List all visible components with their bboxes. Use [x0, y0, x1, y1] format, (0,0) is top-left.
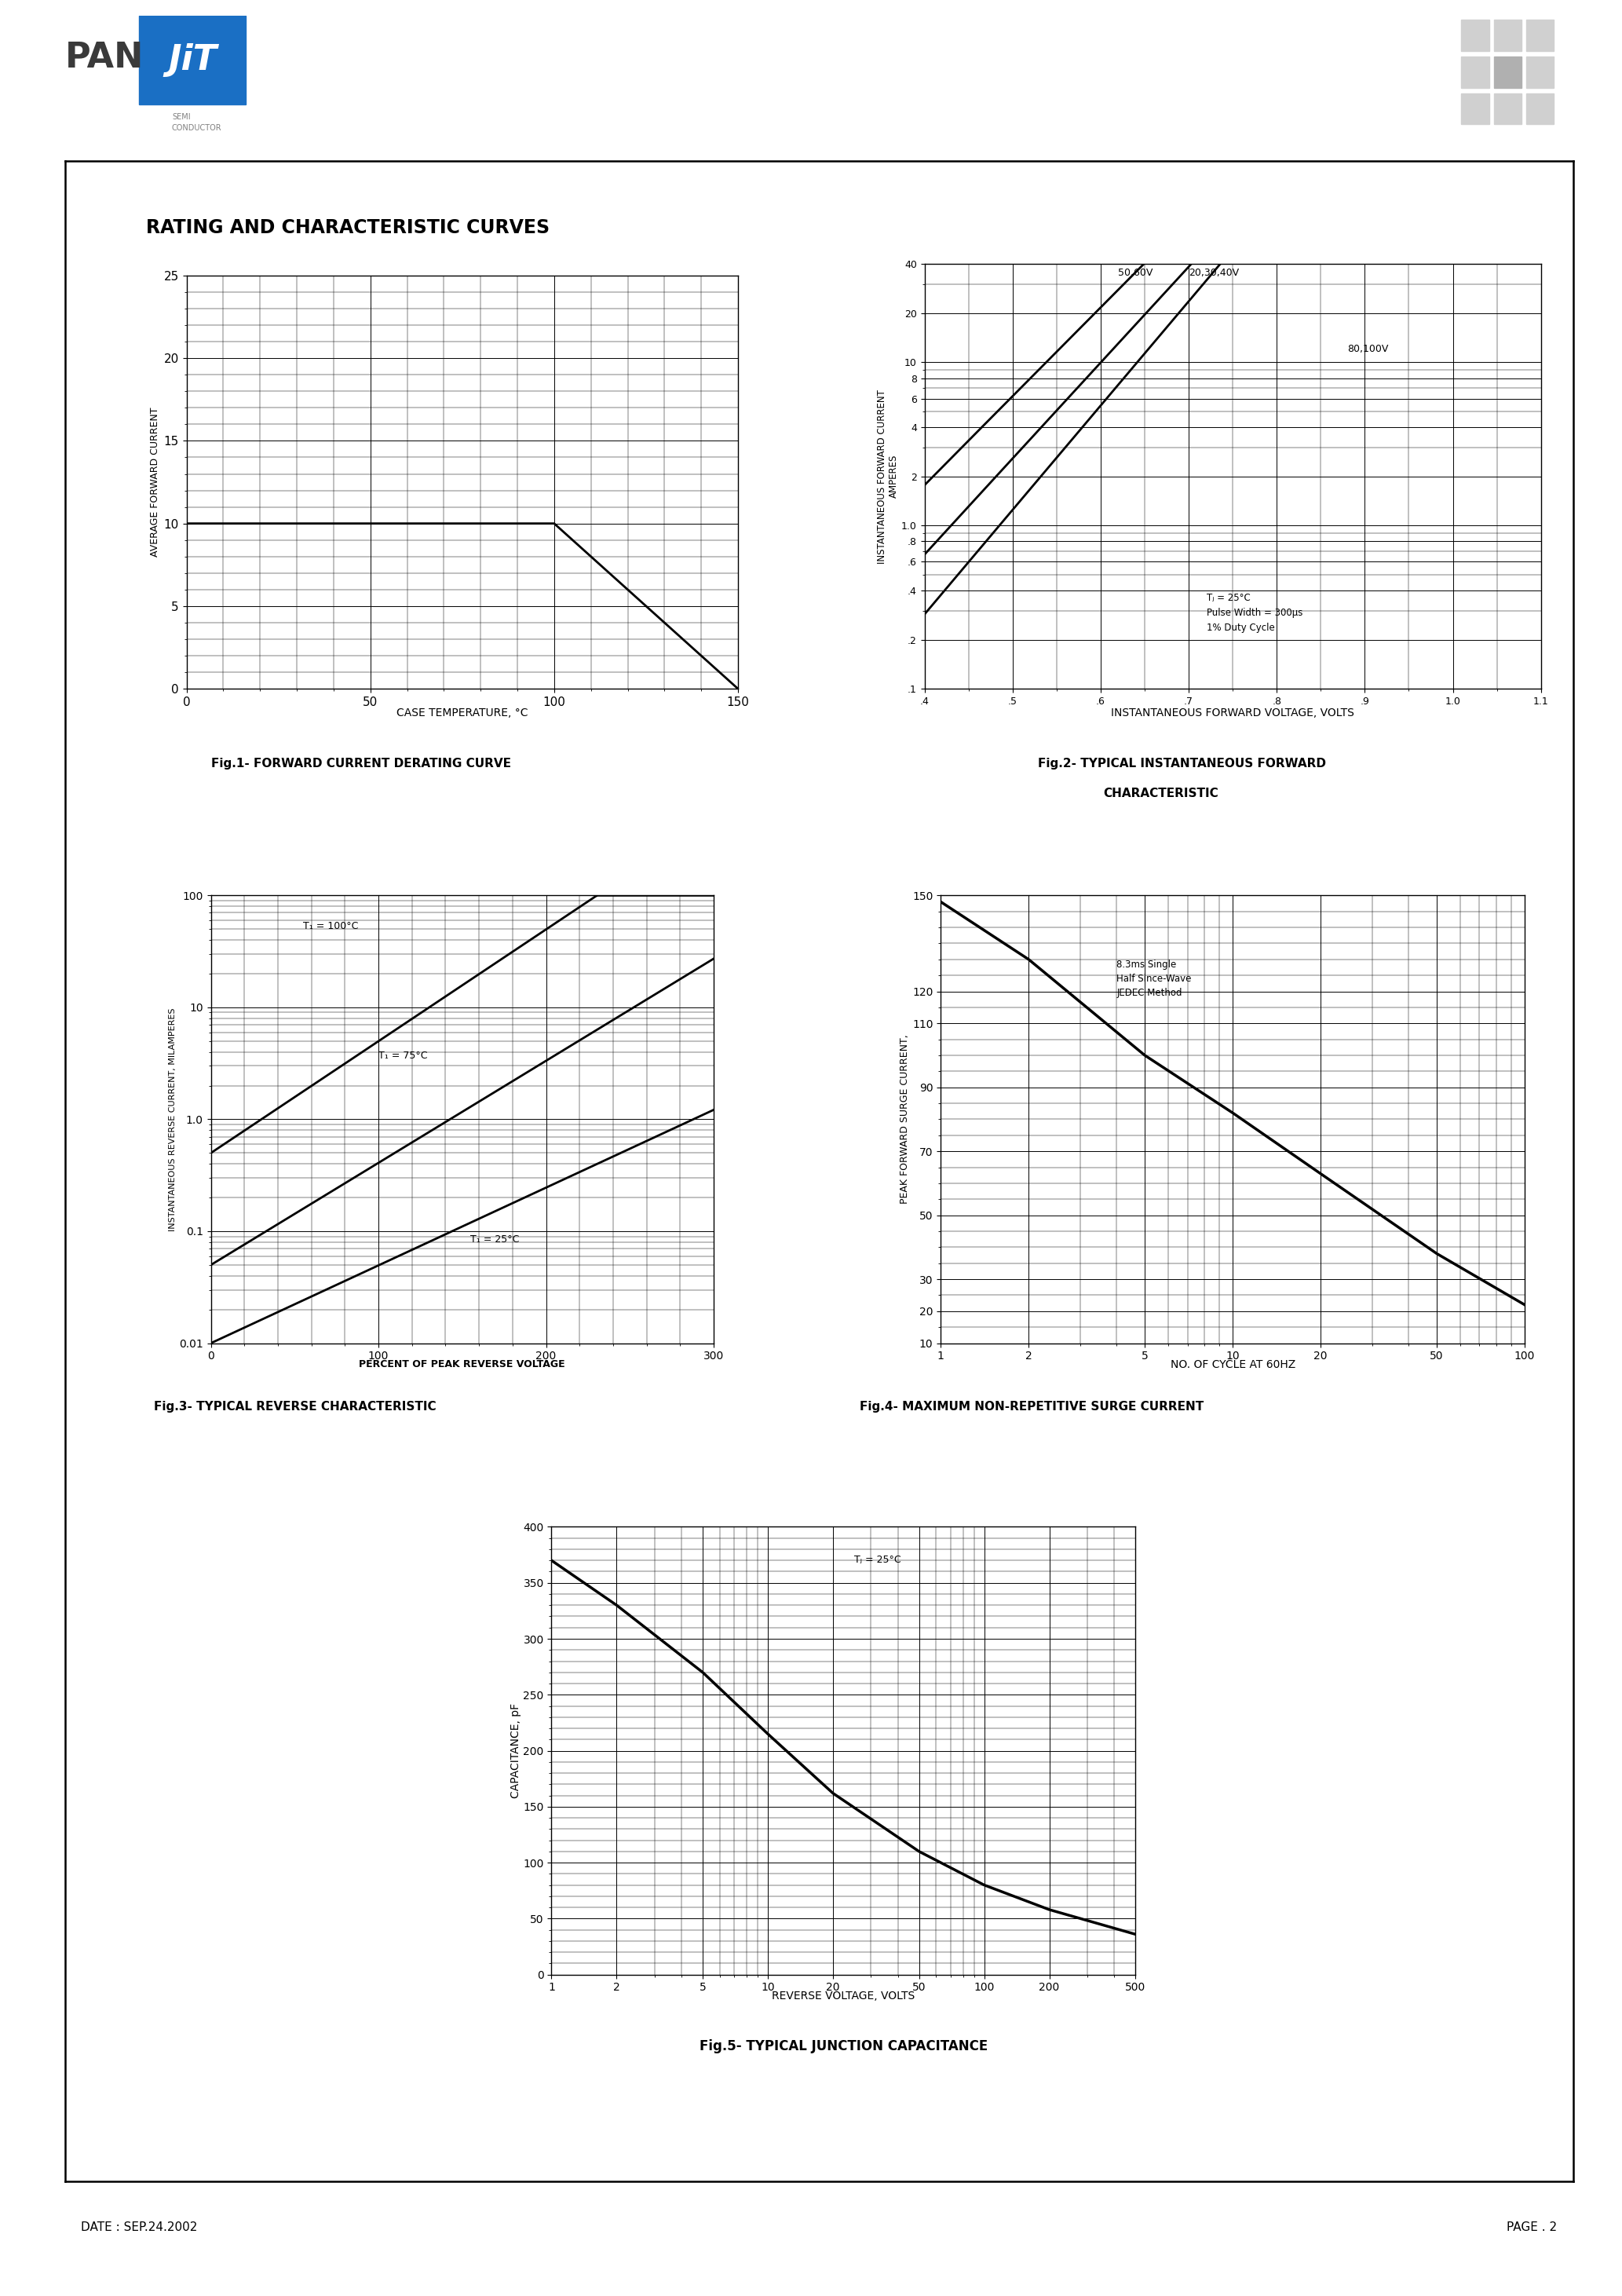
Text: REVERSE VOLTAGE, VOLTS: REVERSE VOLTAGE, VOLTS: [772, 1991, 915, 2002]
Y-axis label: AVERAGE FORWARD CURRENT: AVERAGE FORWARD CURRENT: [151, 406, 161, 558]
Bar: [1494, 94, 1521, 124]
Text: T₁ = 100°C: T₁ = 100°C: [303, 921, 358, 932]
Bar: [1461, 94, 1489, 124]
Bar: [1526, 57, 1554, 87]
Text: PAN: PAN: [65, 41, 144, 73]
Text: INSTANTANEOUS FORWARD VOLTAGE, VOLTS: INSTANTANEOUS FORWARD VOLTAGE, VOLTS: [1111, 707, 1354, 719]
Text: T₁ = 75°C: T₁ = 75°C: [378, 1052, 428, 1061]
Text: Fig.4- MAXIMUM NON-REPETITIVE SURGE CURRENT: Fig.4- MAXIMUM NON-REPETITIVE SURGE CURR…: [860, 1401, 1204, 1412]
Text: DATE : SEP.24.2002: DATE : SEP.24.2002: [81, 2220, 198, 2234]
Bar: [1461, 21, 1489, 51]
Text: PERCENT OF PEAK REVERSE VOLTAGE: PERCENT OF PEAK REVERSE VOLTAGE: [358, 1359, 566, 1368]
Bar: [1526, 94, 1554, 124]
Text: 50,60V: 50,60V: [1118, 269, 1153, 278]
Text: CASE TEMPERATURE, °C: CASE TEMPERATURE, °C: [396, 707, 529, 719]
Text: Fig.2- TYPICAL INSTANTANEOUS FORWARD: Fig.2- TYPICAL INSTANTANEOUS FORWARD: [1038, 758, 1327, 769]
Text: CONDUCTOR: CONDUCTOR: [172, 124, 222, 131]
Text: Tⱼ = 25°C: Tⱼ = 25°C: [853, 1554, 900, 1566]
Bar: [1494, 21, 1521, 51]
Bar: [1526, 21, 1554, 51]
Text: Fig.3- TYPICAL REVERSE CHARACTERISTIC: Fig.3- TYPICAL REVERSE CHARACTERISTIC: [154, 1401, 436, 1412]
Bar: [139, 16, 247, 103]
Text: 20,30,40V: 20,30,40V: [1189, 269, 1239, 278]
Text: SEMI: SEMI: [172, 113, 190, 122]
Text: Tⱼ = 25°C
Pulse Width = 300μs
1% Duty Cycle: Tⱼ = 25°C Pulse Width = 300μs 1% Duty Cy…: [1207, 592, 1302, 634]
Y-axis label: INSTANTANEOUS REVERSE CURRENT, MILAMPERES: INSTANTANEOUS REVERSE CURRENT, MILAMPERE…: [169, 1008, 177, 1231]
Text: Fig.5- TYPICAL JUNCTION CAPACITANCE: Fig.5- TYPICAL JUNCTION CAPACITANCE: [699, 2039, 988, 2053]
Text: 80,100V: 80,100V: [1348, 344, 1388, 354]
Text: RATING AND CHARACTERISTIC CURVES: RATING AND CHARACTERISTIC CURVES: [146, 218, 550, 236]
Y-axis label: PEAK FORWARD SURGE CURRENT,: PEAK FORWARD SURGE CURRENT,: [900, 1035, 910, 1203]
Y-axis label: INSTANTANEOUS FORWARD CURRENT
AMPERES: INSTANTANEOUS FORWARD CURRENT AMPERES: [878, 390, 899, 563]
Text: NO. OF CYCLE AT 60HZ: NO. OF CYCLE AT 60HZ: [1169, 1359, 1296, 1371]
Bar: [1461, 57, 1489, 87]
Text: Fig.1- FORWARD CURRENT DERATING CURVE: Fig.1- FORWARD CURRENT DERATING CURVE: [211, 758, 511, 769]
Text: JiT: JiT: [169, 44, 217, 78]
Text: T₁ = 25°C: T₁ = 25°C: [470, 1235, 519, 1244]
Y-axis label: CAPACITANCE, pF: CAPACITANCE, pF: [509, 1704, 521, 1798]
Text: CHARACTERISTIC: CHARACTERISTIC: [1103, 788, 1218, 799]
Bar: [1494, 57, 1521, 87]
Text: 8.3ms Single
Half Since-Wave
JEDEC Method: 8.3ms Single Half Since-Wave JEDEC Metho…: [1116, 960, 1192, 999]
Text: PAGE . 2: PAGE . 2: [1507, 2220, 1557, 2234]
